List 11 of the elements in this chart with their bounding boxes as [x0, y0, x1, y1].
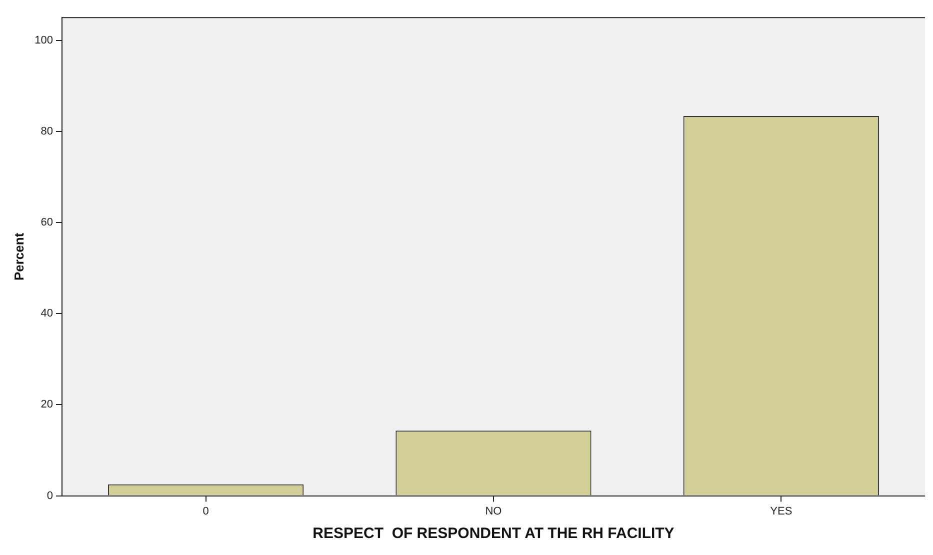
y-tick-label: 100: [34, 34, 53, 46]
x-tick-label: YES: [770, 505, 792, 518]
y-tick-label: 20: [40, 398, 53, 411]
x-tick-label: 0: [202, 505, 209, 518]
y-tick-label: 80: [40, 125, 53, 138]
x-axis-title: RESPECT OF RESPONDENT AT THE RH FACILITY: [312, 525, 674, 542]
y-axis-title: Percent: [11, 232, 26, 281]
y-tick-label: 60: [40, 216, 53, 229]
y-tick-label: 40: [40, 308, 53, 320]
y-tick-label: 0: [46, 490, 53, 502]
x-tick-label: NO: [485, 505, 502, 518]
